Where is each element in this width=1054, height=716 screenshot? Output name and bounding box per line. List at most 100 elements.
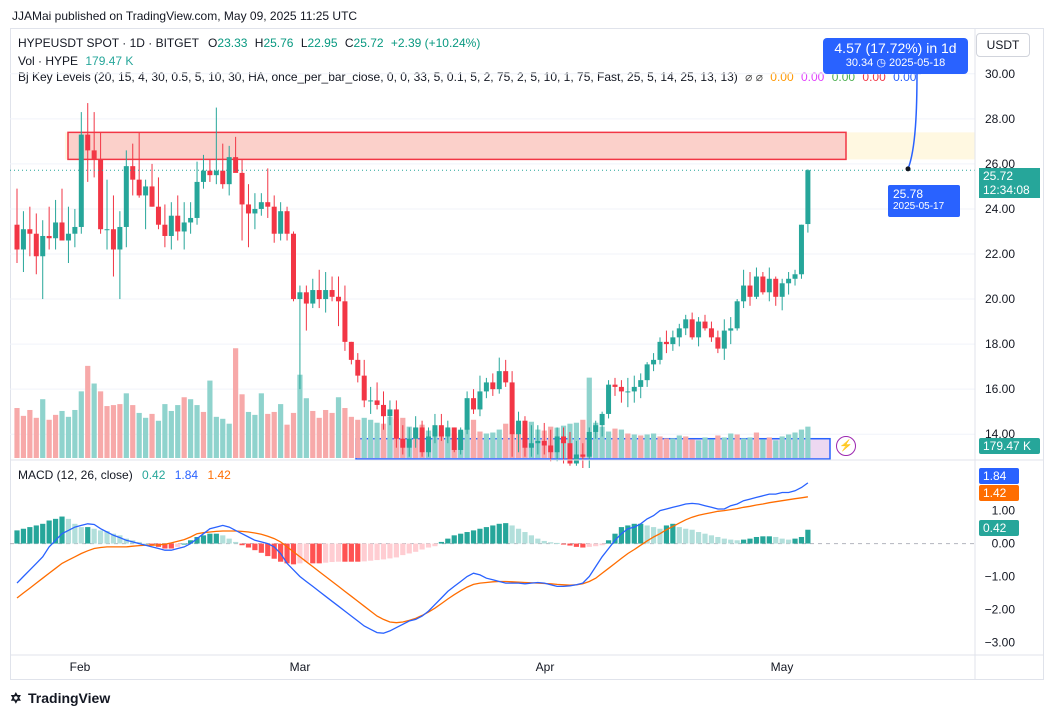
volume-bar xyxy=(136,412,142,458)
ohlc-change: +2.39 (+10.24%) xyxy=(390,36,481,50)
macd-histogram-bar xyxy=(425,543,432,548)
macd-tick-label: −3.00 xyxy=(985,635,1016,649)
candle-body xyxy=(651,359,657,365)
volume-title[interactable]: Vol · HYPE xyxy=(18,54,79,68)
ohlc-high: 25.76 xyxy=(263,36,294,50)
candle-body xyxy=(323,290,329,300)
candle-body xyxy=(20,229,26,250)
macd-line-value: 1.84 xyxy=(174,468,199,482)
macd-histogram-bar xyxy=(419,543,425,550)
volume-bar xyxy=(805,426,811,458)
macd-histogram-bar xyxy=(91,528,97,544)
macd-histogram-bar xyxy=(708,535,715,544)
candle-body xyxy=(46,235,52,239)
candle-body xyxy=(110,229,116,250)
macd-histogram-bar xyxy=(97,530,104,544)
candle-body xyxy=(426,436,432,453)
volume-bar xyxy=(175,405,181,458)
macd-histogram-bar xyxy=(20,528,27,544)
volume-bar xyxy=(766,437,772,458)
candle-body xyxy=(78,134,84,227)
macd-hist-value: 0.42 xyxy=(142,468,166,482)
volume-bar xyxy=(220,418,226,458)
candle-body xyxy=(143,186,149,196)
time-tick-label: Mar xyxy=(290,660,311,674)
candle-body xyxy=(40,235,46,257)
volume-bar xyxy=(303,398,309,458)
volume-bar xyxy=(20,415,27,458)
volume-bar xyxy=(329,412,335,458)
footer-brand[interactable]: ✡ TradingView xyxy=(10,690,110,707)
macd-histogram-bar xyxy=(798,536,805,544)
candle-body xyxy=(670,337,676,345)
candle-body xyxy=(786,278,792,284)
candle-body xyxy=(316,290,322,300)
volume-bar xyxy=(200,411,207,458)
volume-bar xyxy=(252,414,258,458)
macd-line xyxy=(16,482,809,634)
volume-bar xyxy=(123,393,129,458)
macd-histogram-bar xyxy=(458,533,464,544)
volume-bar xyxy=(14,408,20,458)
ohlc-low: 22.95 xyxy=(307,36,338,50)
candle-body xyxy=(53,222,59,239)
volume-bar xyxy=(348,416,354,458)
macd-histogram-bar xyxy=(252,543,258,551)
clock-icon: ◷ xyxy=(876,57,886,69)
ohlc-close-label: C xyxy=(344,36,354,50)
volume-bar xyxy=(316,417,322,458)
volume-bar xyxy=(104,406,110,458)
macd-histogram-bar xyxy=(483,527,489,544)
price-tick-label: 18.00 xyxy=(985,337,1015,351)
volume-bar xyxy=(258,393,264,458)
macd-histogram-bar xyxy=(72,523,78,544)
volume-bar xyxy=(168,410,174,458)
volume-bar xyxy=(265,413,271,458)
candle-body xyxy=(361,375,367,401)
macd-histogram-bar xyxy=(618,527,625,544)
volume-bar xyxy=(40,399,46,458)
projection-tooltip-sub: 30.34 ◷ 2025-05-18 xyxy=(823,56,968,69)
candle-body xyxy=(516,420,522,435)
macd-histogram-bar xyxy=(303,543,309,562)
last-price: 25.72 xyxy=(983,169,1014,183)
macd-title[interactable]: MACD (12, 26, close) xyxy=(18,468,133,482)
symbol-legend[interactable]: HYPEUSDT SPOT · 1D · BITGET O23.33 H25.7… xyxy=(18,36,480,50)
macd-histogram-bar xyxy=(310,543,316,564)
volume-bar xyxy=(786,434,792,458)
volume-legend[interactable]: Vol · HYPE 179.47 K xyxy=(18,54,133,68)
ohlc-open: 23.33 xyxy=(217,36,248,50)
candle-body xyxy=(226,157,232,185)
candle-body xyxy=(381,404,387,417)
volume-bar xyxy=(355,419,361,458)
currency-button[interactable]: USDT xyxy=(976,33,1030,57)
macd-histogram-bar xyxy=(329,543,335,563)
candle-body xyxy=(445,427,451,437)
candle-body xyxy=(599,413,605,426)
volume-bar xyxy=(278,404,284,458)
symbol-title[interactable]: HYPEUSDT SPOT · 1D · BITGET xyxy=(18,36,199,50)
lightning-icon[interactable]: ⚡ xyxy=(836,436,856,456)
projection-start-date: 2025-05-17 xyxy=(893,201,945,212)
candle-body xyxy=(715,337,721,349)
macd-histogram-bar xyxy=(715,536,721,544)
macd-histogram-bar xyxy=(104,531,110,544)
macd-legend[interactable]: MACD (12, 26, close) 0.42 1.84 1.42 xyxy=(18,468,231,482)
candle-body xyxy=(393,409,399,439)
volume-bar xyxy=(702,437,708,458)
macd-histogram-bar xyxy=(689,529,695,544)
macd-histogram-bar xyxy=(445,538,451,544)
publisher-line: JJAMai published on TradingView.com, May… xyxy=(12,9,358,23)
macd-histogram-bar xyxy=(290,543,297,565)
candle-body xyxy=(149,186,155,207)
candle-body xyxy=(477,391,483,410)
time-tick-label: May xyxy=(771,660,794,674)
price-tick-label: 14.00 xyxy=(985,427,1015,441)
candle-body xyxy=(245,204,251,214)
price-tick-label: 24.00 xyxy=(985,202,1015,216)
candle-body xyxy=(104,229,110,231)
macd-histogram-bar xyxy=(226,538,232,544)
price-axis: 14.00 16.00 18.00 20.00 22.00 24.00 26.00 28.00… xyxy=(10,28,1044,680)
candle-body xyxy=(207,170,213,176)
macd-histogram-bar xyxy=(271,543,277,559)
